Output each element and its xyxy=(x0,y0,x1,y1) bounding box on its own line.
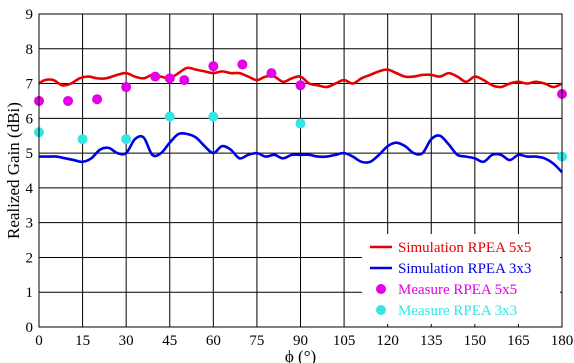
x-tick-label: 60 xyxy=(206,333,221,349)
legend-box xyxy=(362,234,560,324)
x-tick-label: 120 xyxy=(376,333,399,349)
data-point xyxy=(179,75,190,86)
legend-item: Simulation RPEA 3x3 xyxy=(370,261,531,277)
series-simulation-rpea-5x5 xyxy=(38,66,563,89)
legend-item: Measure RPEA 3x3 xyxy=(376,303,517,319)
y-tick-label: 5 xyxy=(26,146,34,162)
legend-item: Simulation RPEA 5x5 xyxy=(370,240,531,256)
x-tick-label: 105 xyxy=(333,333,356,349)
y-axis-title: Realized Gain (dBi) xyxy=(4,102,23,239)
data-point xyxy=(295,80,306,91)
x-axis-title: ϕ (°) xyxy=(285,347,316,363)
legend-marker-swatch xyxy=(376,284,386,294)
x-tick-label: 150 xyxy=(464,333,487,349)
legend: Simulation RPEA 5x5 Simulation RPEA 3x3 Me… xyxy=(362,234,560,324)
y-tick-label: 6 xyxy=(26,111,34,127)
y-tick-label: 7 xyxy=(26,77,34,93)
x-tick-label: 30 xyxy=(119,333,134,349)
data-point xyxy=(208,61,219,72)
x-tick-label: 90 xyxy=(293,333,308,349)
legend-label: Measure RPEA 5x5 xyxy=(398,282,517,298)
data-point xyxy=(92,94,103,105)
x-tick-label: 165 xyxy=(507,333,530,349)
data-point xyxy=(150,71,161,82)
x-tick-label: 0 xyxy=(35,333,43,349)
data-point xyxy=(164,111,175,122)
y-tick-label: 9 xyxy=(26,7,34,23)
legend-item: Measure RPEA 5x5 xyxy=(376,282,517,298)
y-tick-label: 8 xyxy=(26,42,34,58)
data-point xyxy=(266,68,277,79)
y-tick-label: 4 xyxy=(26,181,34,197)
data-point xyxy=(63,95,74,106)
x-tick-label: 15 xyxy=(75,333,90,349)
legend-marker-swatch xyxy=(376,305,386,315)
x-tick-label: 135 xyxy=(420,333,443,349)
series-line xyxy=(38,131,563,174)
plot-frame xyxy=(38,13,563,328)
data-point xyxy=(121,134,132,145)
legend-label: Simulation RPEA 3x3 xyxy=(398,261,531,277)
series-simulation-rpea-3x3 xyxy=(38,131,563,174)
series-line xyxy=(38,66,563,89)
x-tick-label: 180 xyxy=(551,333,574,349)
data-point xyxy=(77,134,88,145)
data-point xyxy=(237,59,248,70)
y-tick-label: 0 xyxy=(26,320,34,336)
data-point xyxy=(121,82,132,93)
legend-label: Simulation RPEA 5x5 xyxy=(398,240,531,256)
x-tick-label: 75 xyxy=(249,333,264,349)
legend-label: Measure RPEA 3x3 xyxy=(398,303,517,319)
series-layer xyxy=(34,59,567,174)
y-tick-label: 3 xyxy=(26,216,34,232)
data-point xyxy=(295,118,306,129)
series-measure-rpea-5x5 xyxy=(34,59,567,106)
y-tick-label: 2 xyxy=(26,250,34,266)
data-point xyxy=(208,111,219,122)
data-point xyxy=(164,73,175,84)
x-tick-label: 45 xyxy=(162,333,177,349)
y-tick-label: 1 xyxy=(26,285,34,301)
tick-labels: 0 15 30 45 60 75 90 105 120 135 150 165 180012345678… xyxy=(26,7,574,349)
